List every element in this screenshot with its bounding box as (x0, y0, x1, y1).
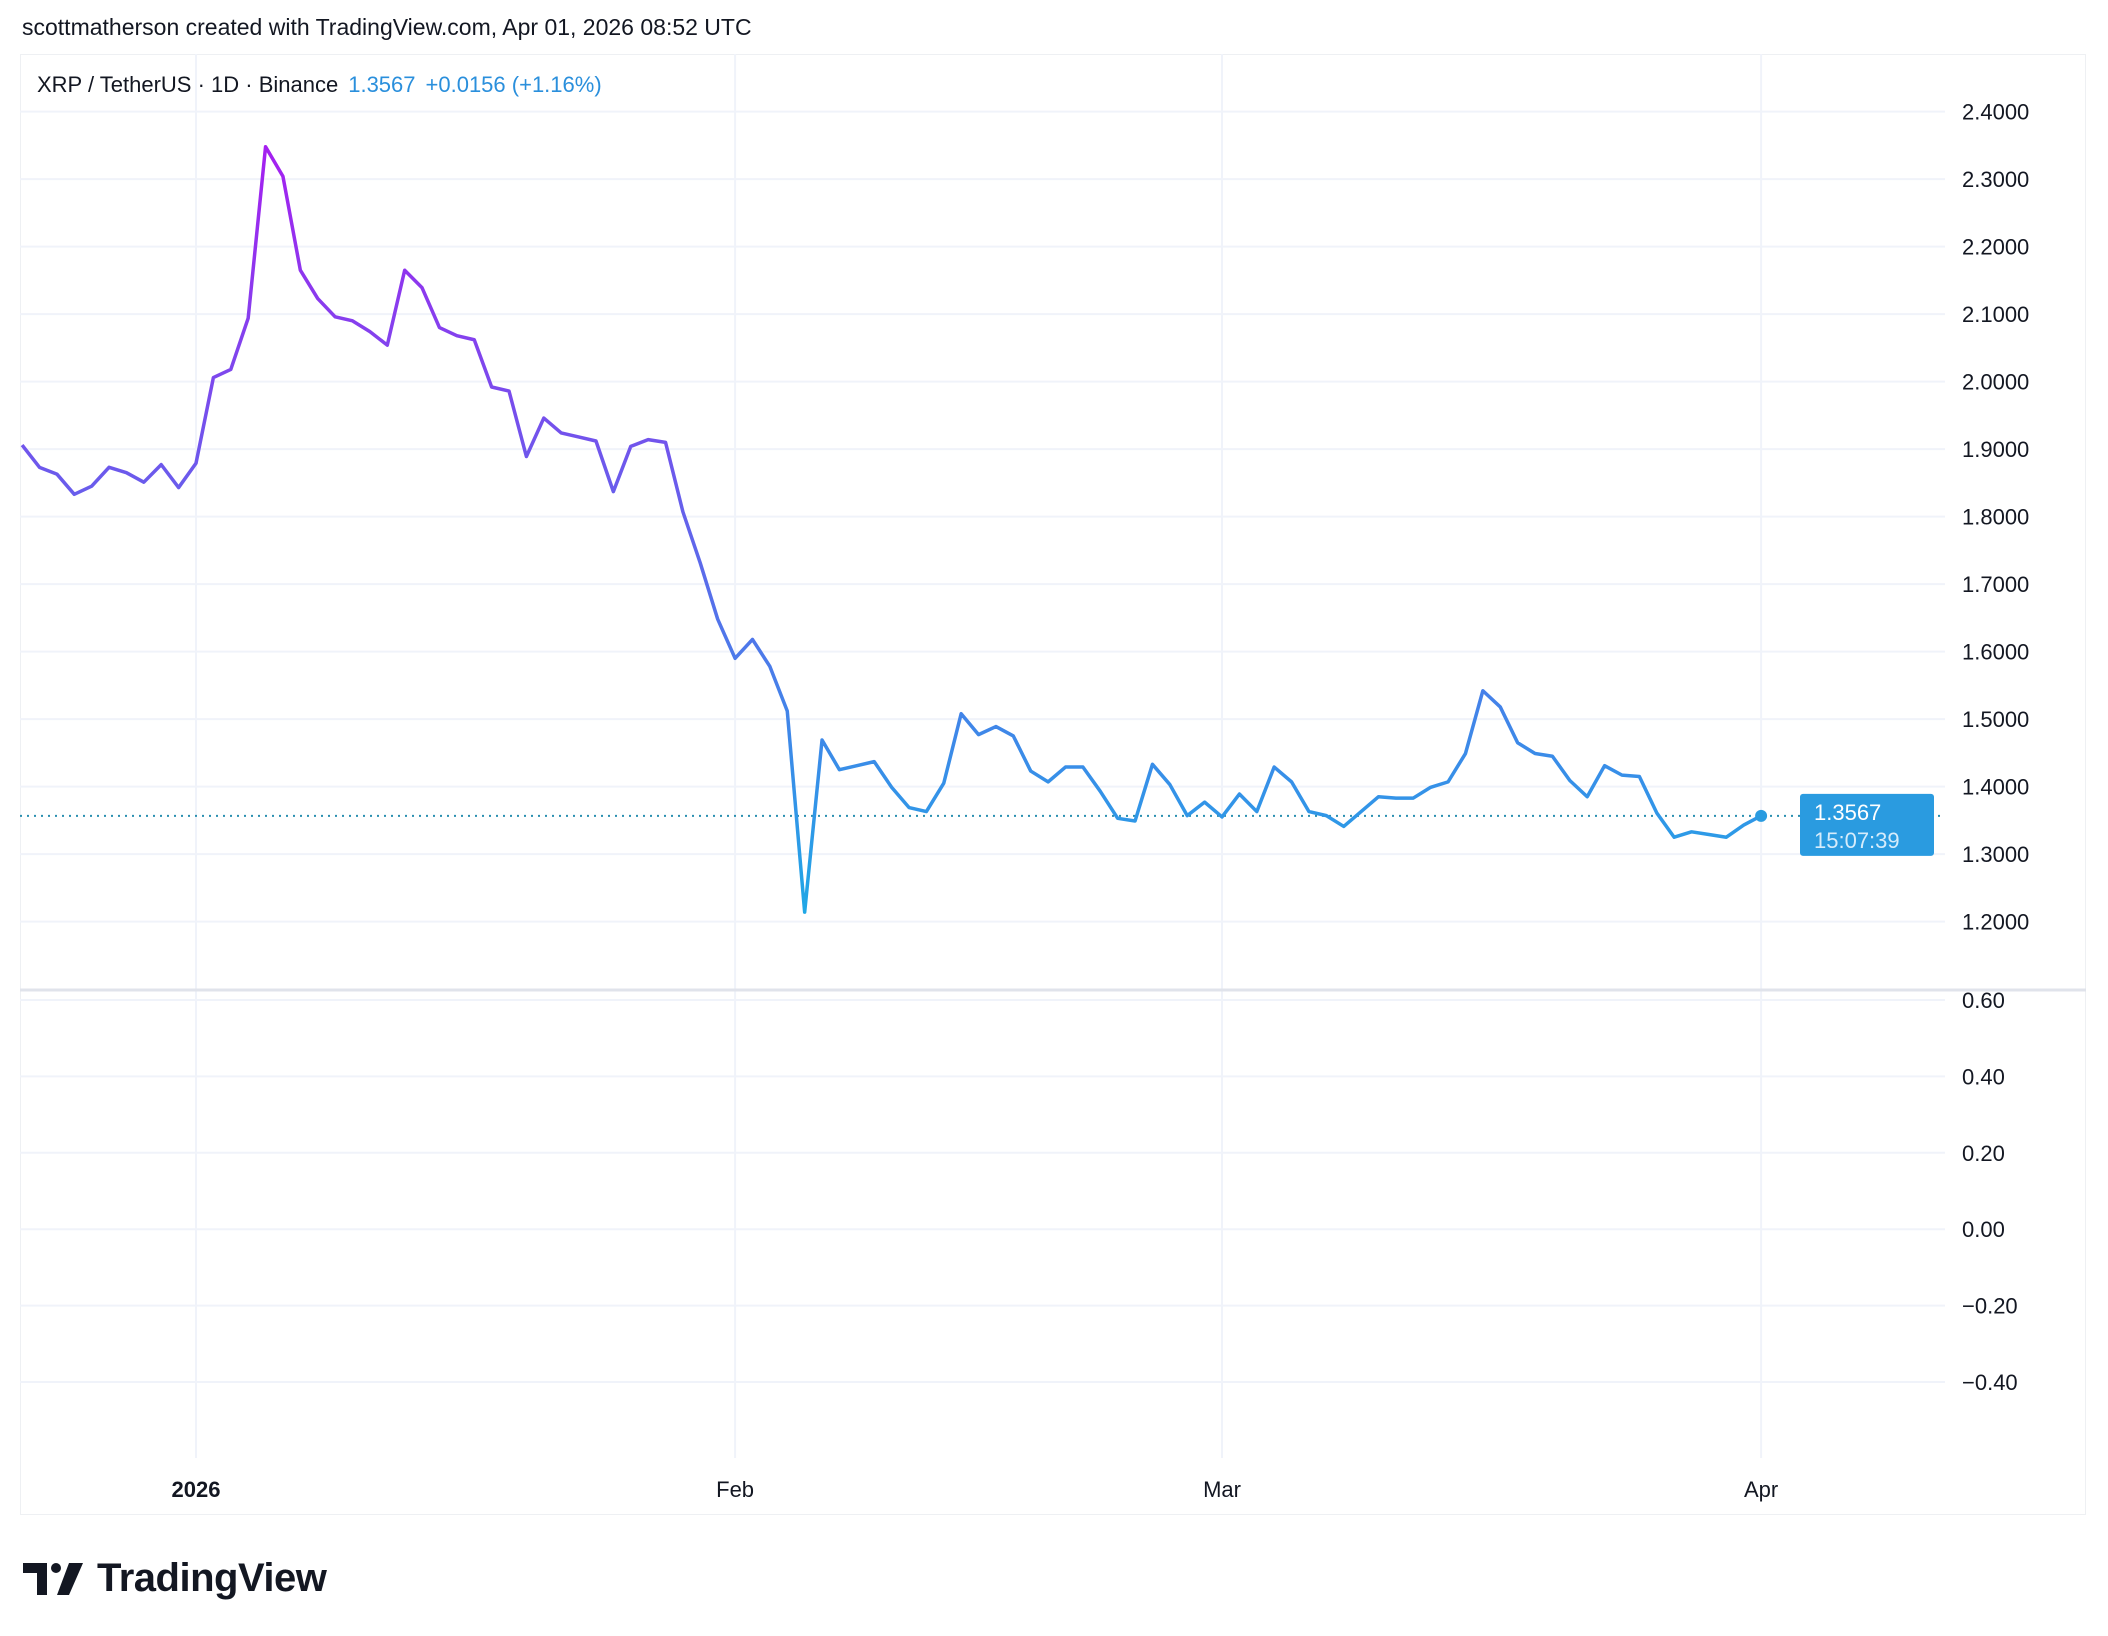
chart-credit: scottmatherson created with TradingView.… (22, 14, 752, 40)
price-axis-label: 2.2000 (1962, 235, 2029, 260)
tradingview-logo[interactable]: TradingView (23, 1556, 327, 1601)
indicator-axis-label: 0.60 (1962, 988, 2005, 1013)
last-price-dot (1755, 809, 1768, 822)
time-axis-label: Feb (716, 1477, 754, 1502)
price-axis-label: 2.4000 (1962, 100, 2029, 125)
last-price: 1.3567 (348, 72, 416, 97)
chart-legend: XRP / TetherUS · 1D · Binance 1.3567 +0.01… (37, 72, 602, 98)
price-axis-label: 1.7000 (1962, 572, 2029, 597)
time-axis-label: Apr (1744, 1477, 1778, 1502)
price-axis-label: 1.6000 (1962, 640, 2029, 665)
indicator-axis-label: 0.40 (1962, 1064, 2005, 1089)
indicator-axis-label: −0.20 (1962, 1294, 2018, 1319)
price-axis-label: 1.5000 (1962, 707, 2029, 732)
chart-frame (20, 54, 2086, 1515)
price-change: +0.0156 (+1.16%) (425, 72, 602, 97)
time-axis-label: Mar (1203, 1477, 1241, 1502)
indicator-axis-label: 0.00 (1962, 1217, 2005, 1242)
price-axis-label: 2.1000 (1962, 302, 2029, 327)
indicator-axis-label: −0.40 (1962, 1370, 2018, 1395)
price-label-box (1800, 793, 1934, 856)
symbol-label[interactable]: XRP / TetherUS · 1D · Binance (37, 72, 339, 97)
price-axis-label: 2.0000 (1962, 370, 2029, 395)
price-line (20, 144, 1762, 914)
price-label-value: 1.3567 (1814, 800, 1881, 825)
price-axis-label: 1.3000 (1962, 842, 2029, 867)
price-axis-label: 1.2000 (1962, 910, 2029, 935)
tradingview-logo-text: TradingView (97, 1556, 327, 1600)
price-axis-label: 1.4000 (1962, 775, 2029, 800)
price-axis-label: 1.8000 (1962, 505, 2029, 530)
price-label-countdown: 15:07:39 (1814, 828, 1900, 853)
indicator-axis-label: 0.20 (1962, 1141, 2005, 1166)
tradingview-logo-icon (23, 1562, 83, 1595)
price-axis-label: 1.9000 (1962, 437, 2029, 462)
time-axis-label: 2026 (172, 1477, 221, 1502)
price-axis-label: 2.3000 (1962, 167, 2029, 192)
